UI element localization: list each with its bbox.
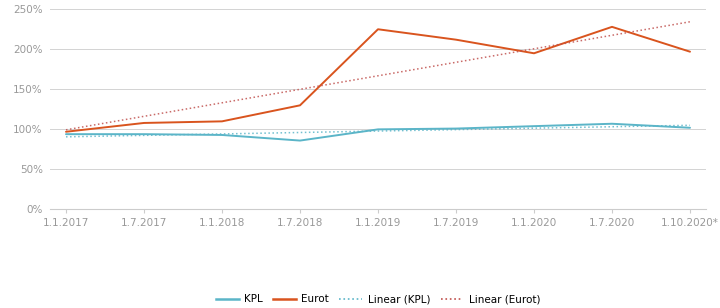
Legend: KPL, Eurot, Linear (KPL), Linear (Eurot): KPL, Eurot, Linear (KPL), Linear (Eurot) bbox=[212, 290, 544, 308]
